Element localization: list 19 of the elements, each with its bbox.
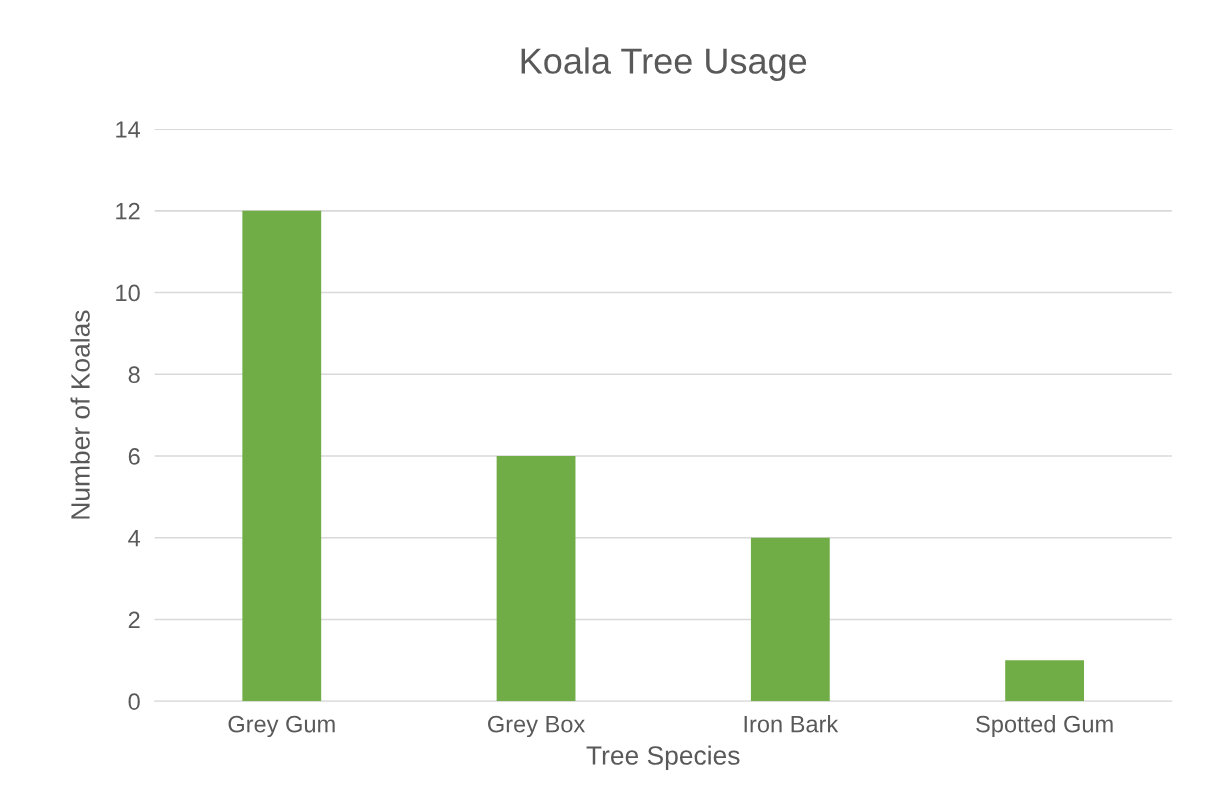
y-tick-label: 10: [116, 284, 140, 302]
x-tick-label: Grey Gum: [228, 715, 335, 738]
bar: [750, 537, 830, 702]
y-tick-label: 14: [116, 121, 141, 138]
x-tick-label: Spotted Gum: [976, 715, 1113, 738]
x-tick-label: Iron Bark: [744, 715, 839, 733]
bar: [496, 456, 576, 702]
y-tick-label: 4: [128, 530, 141, 547]
y-tick-label: 0: [128, 693, 140, 710]
bar: [1005, 660, 1085, 702]
y-axis-title: Number of Koalas: [70, 310, 90, 519]
y-tick-label: 12: [116, 202, 140, 220]
x-axis-title: Tree Species: [586, 745, 740, 771]
y-tick-label: 8: [128, 366, 140, 384]
y-tick-label: 6: [128, 448, 140, 465]
chart-title: Koala Tree Usage: [521, 47, 807, 82]
y-tick-label: 2: [128, 611, 140, 629]
bar: [242, 210, 322, 702]
x-tick-label: Grey Box: [488, 715, 585, 738]
